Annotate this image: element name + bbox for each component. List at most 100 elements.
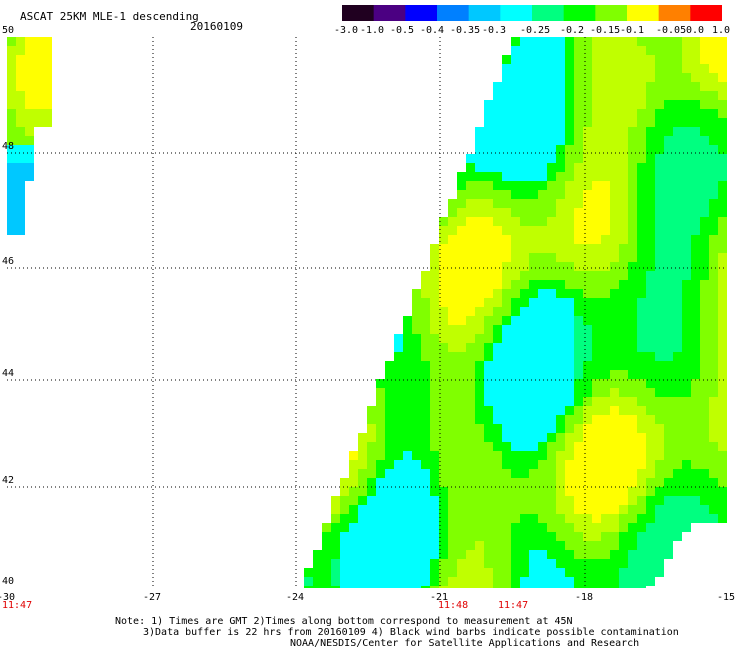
wind-cell: [655, 424, 664, 433]
wind-cell: [565, 559, 574, 568]
wind-cell: [592, 136, 601, 145]
wind-cell: [493, 136, 502, 145]
wind-cell: [304, 577, 313, 586]
wind-cell: [484, 586, 493, 588]
wind-cell: [529, 514, 538, 523]
wind-cell: [7, 55, 16, 64]
wind-cell: [520, 244, 529, 253]
wind-cell: [493, 154, 502, 163]
wind-cell: [565, 325, 574, 334]
wind-cell: [439, 559, 448, 568]
wind-cell: [646, 370, 655, 379]
wind-cell: [457, 253, 466, 262]
wind-cell: [484, 235, 493, 244]
wind-cell: [628, 145, 637, 154]
wind-cell: [358, 451, 367, 460]
wind-cell: [682, 523, 691, 532]
wind-cell: [511, 109, 520, 118]
wind-cell: [511, 325, 520, 334]
wind-cell: [322, 541, 331, 550]
wind-cell: [547, 460, 556, 469]
wind-cell: [520, 433, 529, 442]
wind-cell: [700, 505, 709, 514]
wind-cell: [664, 532, 673, 541]
wind-cell: [520, 334, 529, 343]
wind-cell: [637, 325, 646, 334]
wind-cell: [682, 226, 691, 235]
wind-cell: [520, 388, 529, 397]
wind-cell: [547, 550, 556, 559]
wind-cell: [547, 271, 556, 280]
wind-cell: [493, 397, 502, 406]
wind-cell: [565, 550, 574, 559]
wind-cell: [520, 190, 529, 199]
wind-cell: [709, 154, 718, 163]
wind-cell: [421, 271, 430, 280]
wind-cell: [583, 487, 592, 496]
wind-cell: [349, 451, 358, 460]
wind-cell: [709, 424, 718, 433]
wind-cell: [466, 424, 475, 433]
wind-cell: [439, 343, 448, 352]
wind-cell: [394, 334, 403, 343]
wind-cell: [646, 82, 655, 91]
wind-cell: [700, 262, 709, 271]
wind-cell: [673, 451, 682, 460]
wind-cell: [556, 379, 565, 388]
wind-cell: [664, 316, 673, 325]
wind-cell: [25, 55, 34, 64]
wind-cell: [718, 208, 727, 217]
wind-cell: [592, 568, 601, 577]
longitude-label: -18: [575, 592, 594, 603]
wind-cell: [529, 523, 538, 532]
wind-cell: [619, 550, 628, 559]
wind-cell: [25, 163, 34, 172]
wind-cell: [583, 37, 592, 46]
wind-cell: [574, 46, 583, 55]
wind-cell: [655, 361, 664, 370]
wind-cell: [385, 415, 394, 424]
wind-cell: [502, 343, 511, 352]
wind-cell: [547, 46, 556, 55]
wind-cell: [565, 73, 574, 82]
wind-cell: [475, 253, 484, 262]
wind-cell: [673, 316, 682, 325]
wind-cell: [655, 496, 664, 505]
wind-cell: [475, 541, 484, 550]
wind-cell: [682, 379, 691, 388]
wind-cell: [439, 415, 448, 424]
wind-cell: [511, 262, 520, 271]
wind-cell: [583, 424, 592, 433]
wind-cell: [610, 370, 619, 379]
wind-cell: [691, 190, 700, 199]
wind-cell: [691, 280, 700, 289]
wind-cell: [610, 91, 619, 100]
wind-cell: [709, 55, 718, 64]
wind-cell: [601, 586, 610, 588]
wind-cell: [466, 496, 475, 505]
wind-cell: [574, 370, 583, 379]
wind-cell: [403, 532, 412, 541]
colorbar-tick-label: -0.25: [520, 25, 551, 36]
wind-cell: [412, 325, 421, 334]
wind-cell: [646, 136, 655, 145]
wind-cell: [619, 433, 628, 442]
wind-cell: [484, 568, 493, 577]
wind-cell: [682, 343, 691, 352]
wind-cell: [718, 145, 727, 154]
map-plot[interactable]: [7, 37, 727, 588]
wind-cell: [493, 127, 502, 136]
wind-cell: [394, 559, 403, 568]
wind-cell: [16, 127, 25, 136]
wind-cell: [466, 316, 475, 325]
wind-cell: [421, 496, 430, 505]
wind-cell: [520, 109, 529, 118]
wind-cell: [583, 82, 592, 91]
wind-cell: [574, 550, 583, 559]
wind-cell: [646, 253, 655, 262]
wind-cell: [583, 343, 592, 352]
wind-cell: [592, 460, 601, 469]
wind-cell: [682, 496, 691, 505]
wind-cell: [583, 559, 592, 568]
wind-cell: [385, 586, 394, 588]
